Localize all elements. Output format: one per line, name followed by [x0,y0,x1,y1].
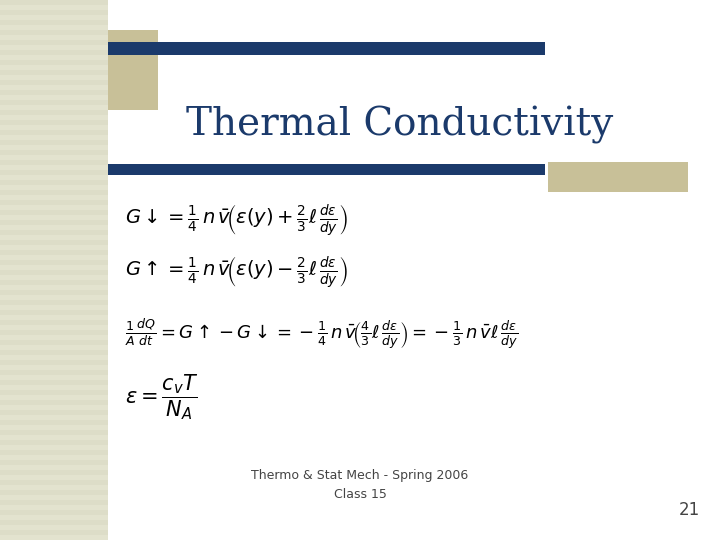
Bar [0,105,108,110]
Bar [0,435,108,440]
Bar [0,475,108,480]
Bar [108,30,158,110]
Bar [0,205,108,210]
Bar [0,395,108,400]
Bar [0,355,108,360]
Bar [0,15,108,20]
Bar [0,0,108,540]
Bar [0,255,108,260]
Bar [0,115,108,120]
Bar [0,375,108,380]
Bar [0,245,108,250]
Bar [0,485,108,490]
Text: $G\downarrow = \frac{1}{4}\, n\,\bar{v}\!\left( \varepsilon(y) + \frac{2}{3}\ell: $G\downarrow = \frac{1}{4}\, n\,\bar{v}\… [125,202,348,238]
Bar [0,225,108,230]
Bar [0,185,108,190]
Bar [0,415,108,420]
Bar [0,95,108,100]
Bar [0,215,108,220]
Bar [548,162,688,192]
Bar [0,515,108,520]
Bar [108,0,720,540]
Bar [0,535,108,540]
Bar [0,465,108,470]
Bar [0,175,108,180]
Bar [0,425,108,430]
Bar [0,65,108,70]
Bar [0,445,108,450]
Bar [108,164,545,175]
Text: Thermo & Stat Mech - Spring 2006
Class 15: Thermo & Stat Mech - Spring 2006 Class 1… [251,469,469,501]
Bar [0,25,108,30]
Bar [0,295,108,300]
Bar [0,325,108,330]
Text: $\frac{1}{A}\frac{dQ}{dt} = G\uparrow -G\downarrow = -\frac{1}{4}\,n\,\bar{v}\!\: $\frac{1}{A}\frac{dQ}{dt} = G\uparrow -G… [125,318,518,352]
Bar [0,135,108,140]
Bar [0,235,108,240]
Text: Thermal Conductivity: Thermal Conductivity [186,106,613,144]
Bar [0,155,108,160]
Bar [0,335,108,340]
Bar [0,35,108,40]
Bar [0,265,108,270]
Text: 21: 21 [679,501,700,519]
Bar [0,285,108,290]
Text: $\varepsilon = \dfrac{c_v T}{N_A}$: $\varepsilon = \dfrac{c_v T}{N_A}$ [125,372,199,422]
Bar [0,55,108,60]
Bar [0,505,108,510]
Bar [0,405,108,410]
Bar [0,275,108,280]
Bar [0,365,108,370]
Bar [0,145,108,150]
Bar [0,345,108,350]
Bar [0,125,108,130]
Bar [0,385,108,390]
Bar [0,75,108,80]
Bar [108,42,545,55]
Bar [0,305,108,310]
Bar [0,85,108,90]
Bar [0,165,108,170]
Bar [0,525,108,530]
Bar [0,45,108,50]
Bar [0,195,108,200]
Bar [0,315,108,320]
Bar [0,495,108,500]
Text: $G\uparrow = \frac{1}{4}\, n\,\bar{v}\!\left( \varepsilon(y) - \frac{2}{3}\ell\,: $G\uparrow = \frac{1}{4}\, n\,\bar{v}\!\… [125,254,348,289]
Bar [0,5,108,10]
Bar [0,455,108,460]
